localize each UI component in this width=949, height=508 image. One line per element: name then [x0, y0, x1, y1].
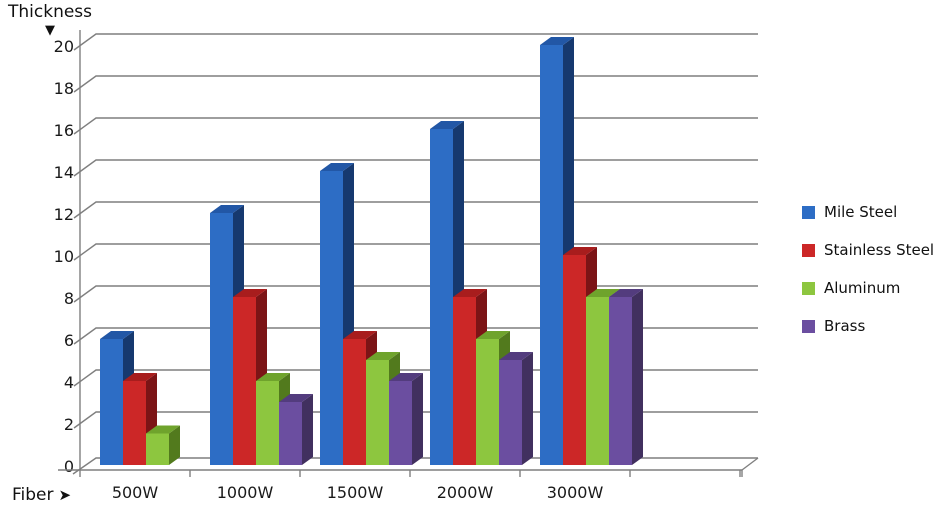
bar-brass-1500w-top	[389, 373, 423, 381]
bar-aluminum-3000w	[586, 297, 609, 465]
legend: Mile Steel Stainless Steel Aluminum Brass	[802, 0, 949, 508]
legend-swatch-mile-steel	[802, 205, 815, 219]
x-tick-label-2000w: 2000W	[437, 483, 494, 502]
bar-brass-2000w	[499, 360, 522, 465]
bar-brass-1000w	[279, 402, 302, 465]
legend-label-brass: Brass	[824, 317, 866, 335]
bar-aluminum-3000w-top	[586, 289, 620, 297]
bar-mile-steel-500w	[100, 339, 123, 465]
bar-mile-steel-2000w-top	[430, 121, 464, 129]
legend-item-brass: Brass	[802, 317, 865, 335]
bar-brass-1000w-side	[302, 394, 313, 465]
down-arrow-icon: ▼	[45, 23, 56, 38]
y-tick-label-10: 10	[54, 247, 74, 266]
bar-mile-steel-1000w-top	[210, 205, 244, 213]
bar-aluminum-2000w	[476, 339, 499, 465]
bar-brass-3000w-side	[632, 289, 643, 465]
x-tick-label-500w: 500W	[112, 483, 159, 502]
x-tick-label-1500w: 1500W	[327, 483, 384, 502]
bar-stainless-steel-1000w	[233, 297, 256, 465]
bar-mile-steel-3000w	[540, 45, 563, 465]
y-tick-label-8: 8	[64, 289, 74, 308]
gridline-6	[73, 327, 758, 345]
y-tick-label-6: 6	[64, 331, 74, 350]
bar-stainless-steel-3000w	[563, 255, 586, 465]
bar-aluminum-1000w	[256, 381, 279, 465]
gridline-12	[73, 201, 758, 219]
y-tick-label-20: 20	[54, 37, 74, 56]
bar-mile-steel-1000w	[210, 213, 233, 465]
bar-brass-3000w-top	[609, 289, 643, 297]
gridline-16	[73, 117, 758, 135]
legend-item-mile-steel: Mile Steel	[802, 203, 897, 221]
bar-stainless-steel-2000w-top	[453, 289, 487, 297]
right-arrow-icon: ➤	[58, 485, 72, 504]
gridline-10	[73, 243, 758, 261]
bar-aluminum-1500w	[366, 360, 389, 465]
bar-stainless-steel-3000w-top	[563, 247, 597, 255]
legend-label-mile-steel: Mile Steel	[824, 203, 898, 221]
bar-brass-1500w	[389, 381, 412, 465]
x-tick-label-3000w: 3000W	[547, 483, 604, 502]
bar-stainless-steel-1500w	[343, 339, 366, 465]
bar-mile-steel-1500w-top	[320, 163, 354, 171]
bar-mile-steel-500w-top	[100, 331, 134, 339]
y-tick-label-2: 2	[64, 415, 74, 434]
bar-mile-steel-1500w	[320, 171, 343, 465]
bar-aluminum-1500w-top	[366, 352, 400, 360]
bar-mile-steel-2000w	[430, 129, 453, 465]
gridline-2	[73, 411, 758, 429]
legend-label-aluminum: Aluminum	[824, 279, 901, 297]
bar-stainless-steel-2000w	[453, 297, 476, 465]
bar-brass-2000w-side	[522, 352, 533, 465]
gridline-14	[73, 159, 758, 177]
y-tick-label-12: 12	[54, 205, 74, 224]
bar-mile-steel-3000w-top	[540, 37, 574, 45]
y-tick-label-18: 18	[54, 79, 74, 98]
x-axis-title-text: Fiber	[12, 485, 54, 505]
legend-item-stainless-steel: Stainless Steel	[802, 241, 934, 259]
legend-item-aluminum: Aluminum	[802, 279, 900, 297]
gridline-18	[73, 75, 758, 93]
gridline-20	[73, 33, 758, 51]
gridline-4	[73, 369, 758, 387]
bar-stainless-steel-1500w-top	[343, 331, 377, 339]
gridline-8	[73, 285, 758, 303]
legend-swatch-brass	[802, 319, 815, 333]
y-tick-label-0: 0	[64, 457, 74, 476]
bar-stainless-steel-500w	[123, 381, 146, 465]
y-tick-label-16: 16	[54, 121, 74, 140]
bar-aluminum-500w-side	[169, 425, 180, 465]
y-tick-label-4: 4	[64, 373, 74, 392]
legend-swatch-aluminum	[802, 281, 815, 295]
x-axis-right-diagonal	[741, 457, 759, 471]
bar-brass-3000w	[609, 297, 632, 465]
bar-aluminum-1000w-top	[256, 373, 290, 381]
bar-aluminum-500w	[146, 433, 169, 465]
bar-aluminum-500w-top	[146, 425, 180, 434]
bar-brass-2000w-top	[499, 352, 533, 360]
y-tick-label-14: 14	[54, 163, 74, 182]
bar-stainless-steel-1000w-top	[233, 289, 267, 297]
bar-aluminum-2000w-top	[476, 331, 510, 339]
bar-brass-1000w-top	[279, 394, 313, 402]
x-tick-label-1000w: 1000W	[217, 483, 274, 502]
x-axis-title: Fiber ➤	[12, 485, 71, 505]
legend-label-stainless-steel: Stainless Steel	[824, 241, 935, 259]
y-axis-title: Thickness ▼	[8, 2, 92, 37]
bar-stainless-steel-500w-top	[123, 373, 157, 381]
bar-brass-1500w-side	[412, 373, 423, 465]
y-axis-title-text: Thickness	[8, 2, 93, 22]
legend-swatch-stainless-steel	[802, 243, 815, 257]
